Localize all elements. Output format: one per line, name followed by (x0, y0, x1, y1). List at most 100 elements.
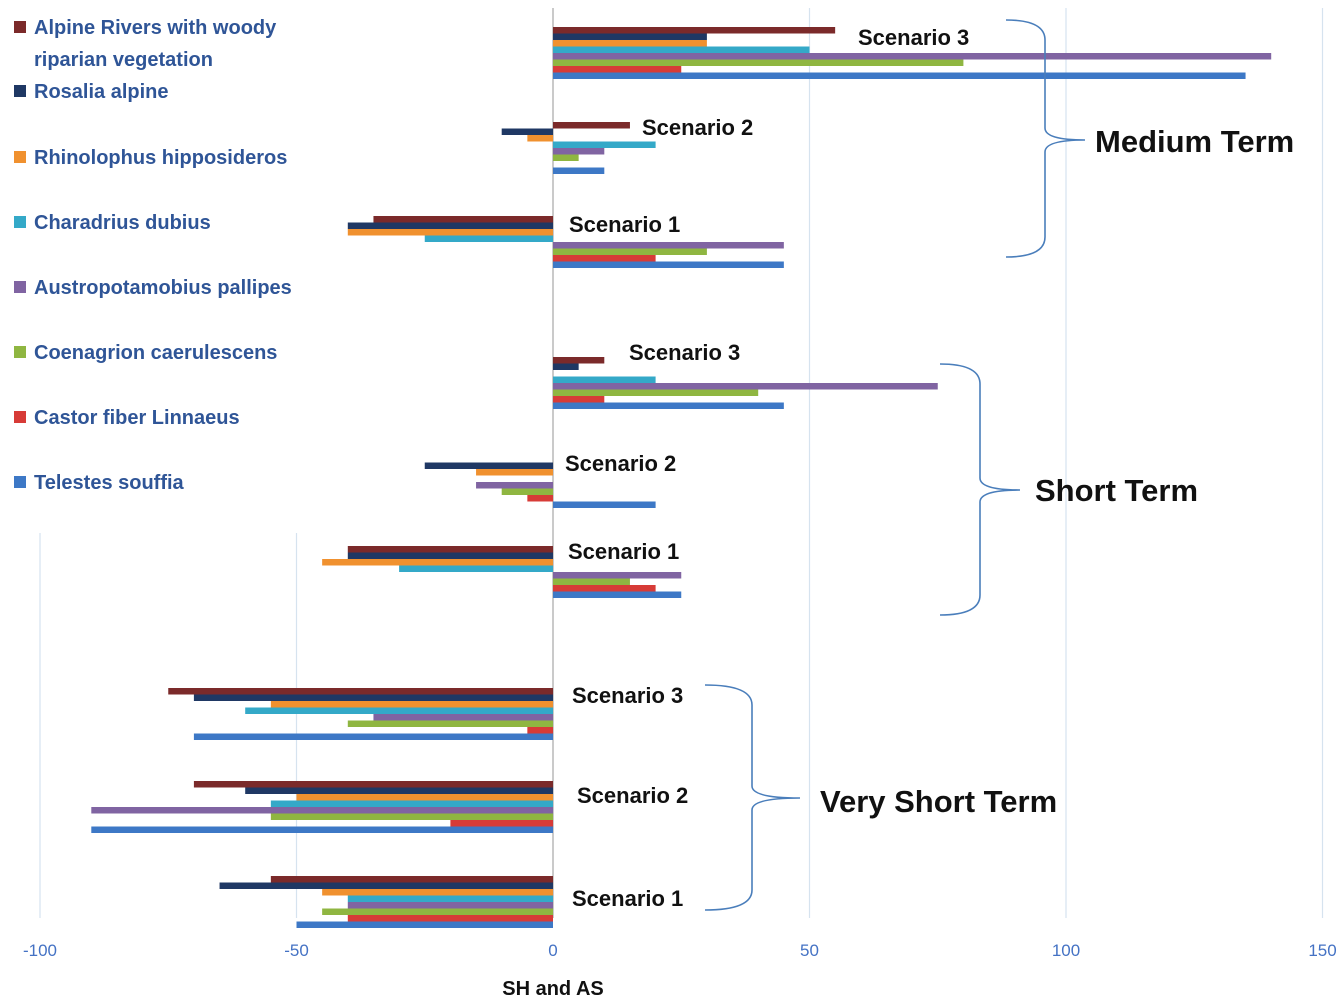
bar (553, 40, 707, 47)
bar (553, 578, 630, 585)
bar (553, 46, 810, 53)
bars (91, 27, 1272, 928)
x-axis-title: SH and AS (502, 978, 604, 1000)
bar (527, 135, 553, 142)
bar (270, 701, 553, 708)
bar (553, 53, 1272, 60)
scenario-label: Scenario 3 (858, 25, 969, 50)
bar (553, 389, 759, 396)
bar (553, 255, 656, 262)
bar (553, 72, 1246, 79)
bar (553, 396, 605, 403)
bar (347, 915, 553, 922)
legend-label: Rhinolophus hipposideros (34, 147, 288, 169)
scenario-label: Scenario 1 (572, 886, 683, 911)
bar (553, 357, 605, 364)
bar (347, 552, 553, 559)
bar (322, 908, 553, 915)
legend-entry: Telestes souffia (14, 467, 184, 499)
bar (296, 921, 553, 928)
bar (245, 707, 553, 714)
bar (553, 585, 656, 592)
legend-label: Rosalia alpine (34, 81, 169, 103)
bar (553, 167, 605, 174)
legend-label: Austropotamobius pallipes (34, 277, 292, 299)
bar (347, 895, 553, 902)
bar (476, 482, 553, 489)
legend-entry: Castor fiber Linnaeus (14, 402, 240, 434)
bar (193, 694, 553, 701)
bar (193, 733, 553, 740)
group-braces (704, 19, 1086, 911)
legend-swatch (14, 151, 26, 163)
bar (424, 462, 553, 469)
scenario-labels: Scenario 1 Scenario 2 Scenario 3 Scenario 1… (565, 25, 969, 911)
group-label: Medium Term (1095, 124, 1294, 159)
legend-entry: Alpine Rivers with woody riparian vegeta… (14, 12, 344, 76)
bar (373, 714, 553, 721)
bar (347, 546, 553, 553)
legend-swatch (14, 85, 26, 97)
bar (553, 33, 707, 40)
legend-entry: Rhinolophus hipposideros (14, 142, 287, 174)
group-label: Short Term (1035, 473, 1198, 508)
legend-label: Coenagrion caerulescens (34, 342, 278, 364)
bar (193, 781, 553, 788)
bar (553, 376, 656, 383)
x-tick-label: 0 (548, 941, 557, 960)
bar (219, 882, 554, 889)
bar (501, 488, 553, 495)
bar (450, 820, 553, 827)
brace (704, 684, 801, 911)
legend-entry: Charadrius dubius (14, 207, 211, 239)
group-labels: Very Short Term Short Term Medium Term (820, 124, 1294, 819)
bar (553, 572, 682, 579)
bar (553, 122, 630, 129)
bar (553, 27, 836, 34)
legend-swatch (14, 21, 26, 33)
bar (373, 216, 553, 223)
bar (553, 59, 964, 66)
bar (347, 229, 553, 236)
legend-entry: Rosalia alpine (14, 76, 169, 108)
scenario-label: Scenario 1 (568, 539, 679, 564)
scenario-label: Scenario 3 (629, 340, 740, 365)
x-tick-labels: -100 -50 0 50 100 150 (23, 941, 1337, 960)
bar (553, 66, 682, 73)
x-tick-label: -100 (23, 941, 57, 960)
bar (270, 800, 553, 807)
scenario-label: Scenario 2 (642, 115, 753, 140)
legend-swatch (14, 476, 26, 488)
legend-entry: Austropotamobius pallipes (14, 272, 292, 304)
brace (1005, 19, 1086, 258)
scenario-label: Scenario 1 (569, 212, 680, 237)
bar (476, 469, 553, 476)
x-tick-label: -50 (284, 941, 309, 960)
bar (553, 501, 656, 508)
legend-entry: Coenagrion caerulescens (14, 337, 277, 369)
bar (91, 807, 554, 814)
bar (322, 559, 553, 566)
legend-swatch (14, 216, 26, 228)
bar (553, 261, 784, 268)
bar (553, 383, 938, 390)
bar (553, 363, 579, 370)
brace (939, 363, 1021, 616)
group-label: Very Short Term (820, 784, 1057, 819)
bar (501, 128, 553, 135)
x-tick-label: 100 (1052, 941, 1080, 960)
bar (168, 688, 553, 695)
scenario-label: Scenario 3 (572, 683, 683, 708)
legend-label: Castor fiber Linnaeus (34, 407, 240, 429)
bar (424, 235, 553, 242)
bar (270, 813, 553, 820)
bar (347, 222, 553, 229)
bar (347, 720, 553, 727)
legend-swatch (14, 346, 26, 358)
bar (553, 242, 784, 249)
bar (322, 889, 553, 896)
legend-label: Telestes souffia (34, 472, 184, 494)
bar (347, 902, 553, 909)
scenario-label: Scenario 2 (565, 451, 676, 476)
x-tick-label: 50 (800, 941, 819, 960)
